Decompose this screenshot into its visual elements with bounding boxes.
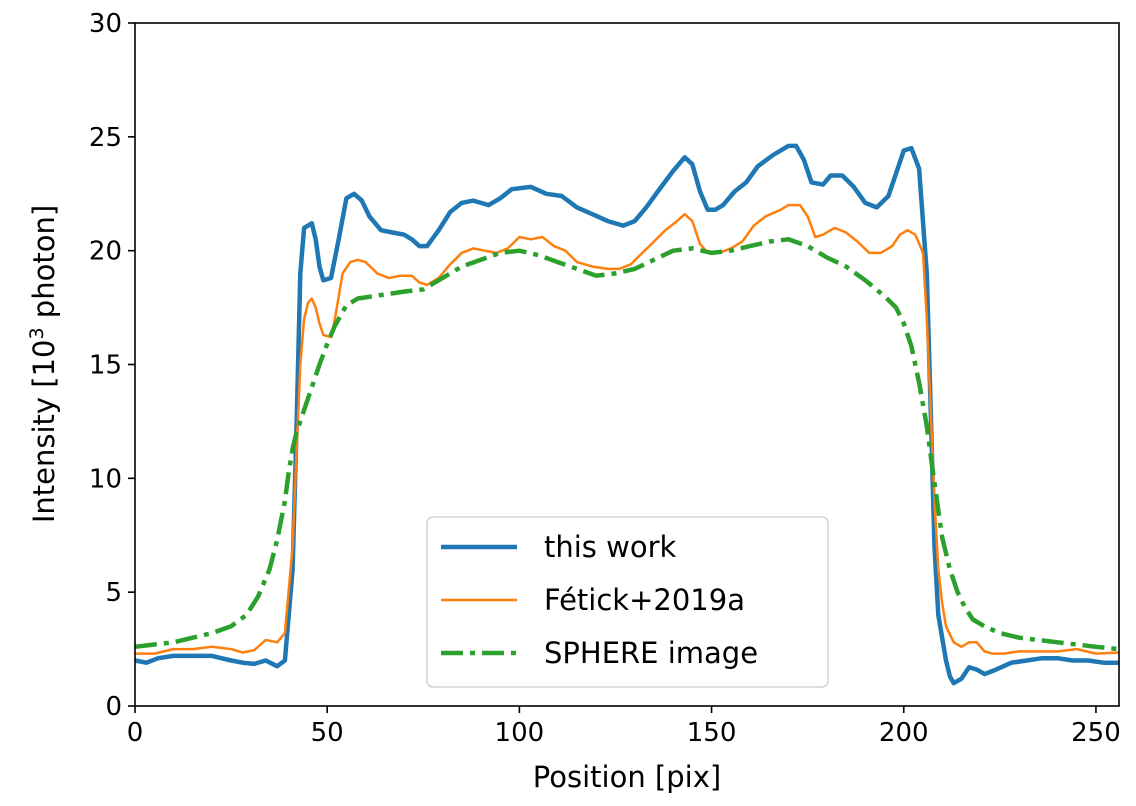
y-tick-label: 25 [89, 123, 122, 153]
x-axis-label: Position [pix] [533, 760, 721, 794]
axis-ticks: 0 50 100 150 200 250 0 5 10 15 20 25 30 [89, 9, 1121, 748]
plot-lines [134, 143, 1120, 686]
legend-label-this-work: this work [544, 530, 677, 564]
y-tick-label: 5 [105, 578, 122, 608]
x-tick-label: 200 [879, 718, 929, 748]
y-tick-label: 0 [105, 692, 122, 722]
y-tick-label: 15 [89, 351, 122, 381]
x-tick-label: 0 [127, 718, 144, 748]
x-tick-label: 100 [495, 718, 545, 748]
legend-label-fetick: Fétick+2019a [544, 583, 745, 617]
y-tick-label: 20 [89, 237, 122, 267]
y-tick-label: 30 [89, 9, 122, 39]
x-tick-label: 150 [687, 718, 737, 748]
y-axis-label-tail: photon] [27, 205, 61, 328]
x-tick-label: 250 [1071, 718, 1121, 748]
series-line-fetick [135, 203, 1120, 655]
legend: this work Fétick+2019a SPHERE image [426, 516, 829, 688]
y-axis-label-main: Intensity [10 [27, 339, 61, 523]
y-axis-label: Intensity [103 photon] [26, 205, 61, 523]
x-tick-label: 50 [311, 718, 344, 748]
series-line-this-work [134, 143, 1119, 686]
legend-label-sphere-image: SPHERE image [544, 636, 758, 670]
series-line-sphere-image [134, 237, 1120, 652]
y-axis-label-superscript: 3 [26, 327, 48, 339]
y-tick-label: 10 [89, 464, 122, 494]
legend-box [426, 516, 829, 688]
